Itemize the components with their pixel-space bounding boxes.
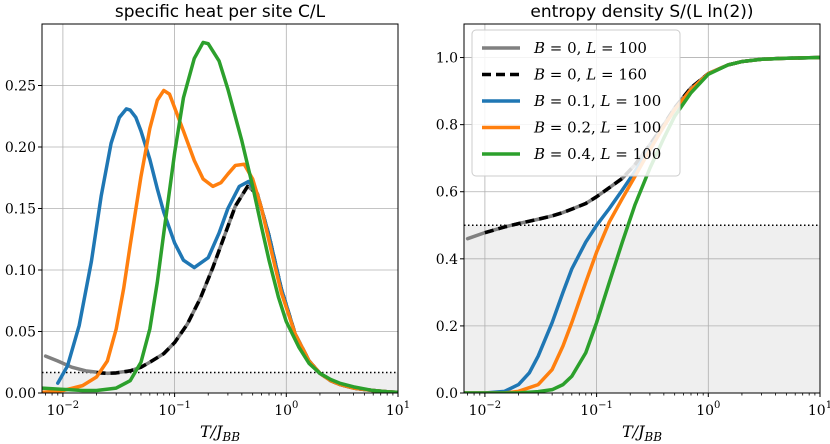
x-tick-label: 10−1: [580, 400, 613, 419]
y-tick-label: 0.2: [436, 319, 458, 335]
y-tick-label: 0.25: [5, 79, 36, 95]
x-tick-label: 101: [386, 400, 410, 419]
chart-title: entropy density S/(L ln(2)): [530, 2, 753, 22]
y-tick-label: 1.0: [436, 51, 458, 67]
x-tick-label: 100: [274, 400, 298, 419]
legend-label: B = 0.4, L = 100: [533, 145, 661, 163]
legend-label: B = 0, L = 160: [533, 66, 647, 84]
legend: B = 0, L = 100 B = 0, L = 160 B = 0.1, L =…: [471, 29, 681, 177]
y-tick-label: 0.00: [5, 386, 36, 402]
y-tick-label: 0.05: [5, 325, 36, 341]
y-tick-label: 0.8: [436, 118, 458, 134]
y-tick-label: 0.6: [436, 185, 458, 201]
legend-box: [471, 29, 681, 177]
y-tick-label: 0.20: [5, 140, 36, 156]
x-tick-label: 10−1: [158, 400, 191, 419]
chart-panel-1: 10−2 10−1 100 101 0.00 0.05 0.10 0.15 0.20 0.25 sp…: [5, 2, 410, 444]
chart-panel-2: 10−2 10−1 100 101 0.0 0.2 0.4 0.6 0.8 1.0 entropy …: [436, 2, 830, 444]
y-tick-label: 0.10: [5, 263, 36, 279]
series-line-2: [96, 184, 398, 393]
legend-label: B = 0.2, L = 100: [533, 119, 661, 137]
x-tick-label: 10−2: [469, 400, 502, 419]
x-tick-label: 101: [808, 400, 830, 419]
axes-frame: [463, 23, 821, 394]
y-tick-label: 0.0: [436, 386, 458, 402]
x-tick-label: 100: [696, 400, 720, 419]
shaded-region: [464, 225, 820, 393]
chart-title: specific heat per site C/L: [115, 2, 326, 22]
series-line-5: [42, 40, 398, 393]
legend-label: B = 0, L = 100: [533, 39, 647, 57]
series-line-5: [464, 55, 820, 393]
x-axis-label: T/JBB: [200, 422, 240, 444]
x-axis-label: T/JBB: [622, 422, 662, 444]
legend-label: B = 0.1, L = 100: [533, 92, 661, 110]
y-tick-label: 0.4: [436, 252, 458, 268]
y-tick-label: 0.15: [5, 202, 36, 218]
x-tick-label: 10−2: [47, 400, 80, 419]
